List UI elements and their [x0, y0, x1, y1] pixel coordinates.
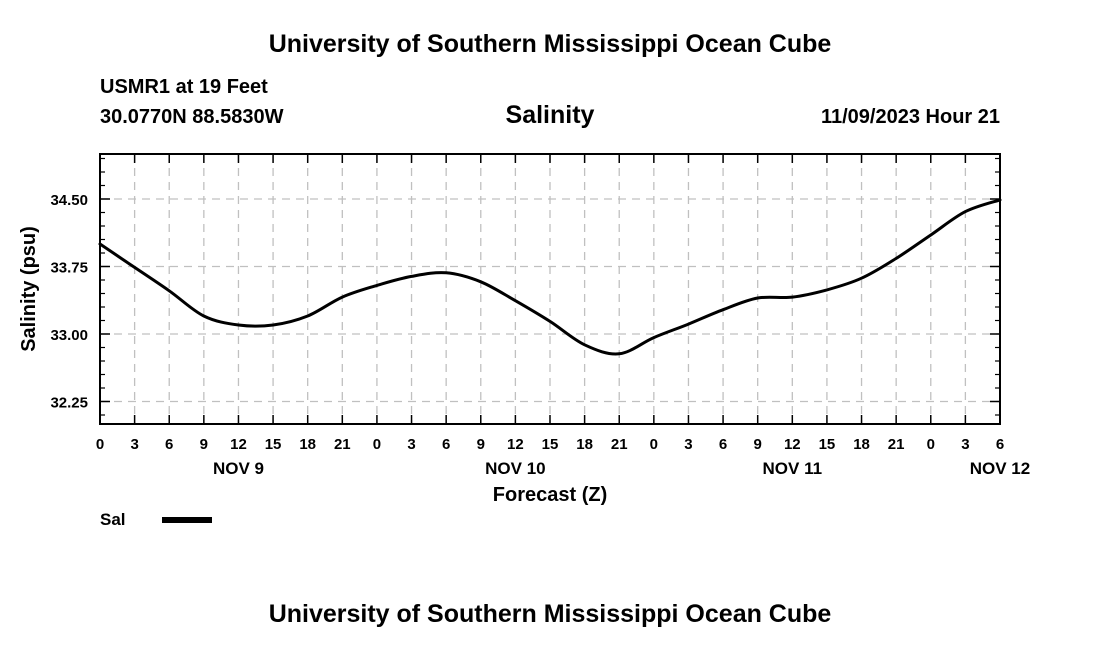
x-tick-label: 9	[200, 436, 208, 453]
x-tick-label: 18	[853, 436, 870, 453]
legend-swatch-sal	[162, 517, 212, 523]
x-tick-label: 6	[719, 436, 727, 453]
y-tick-label: 33.00	[50, 327, 88, 344]
x-tick-label: 21	[334, 436, 351, 453]
x-tick-label: 18	[299, 436, 316, 453]
grid-lines	[100, 154, 1000, 424]
x-tick-label: 9	[754, 436, 762, 453]
x-tick-label: 12	[230, 436, 247, 453]
plot-frame	[99, 153, 1001, 425]
series-line-sal	[98, 198, 1002, 356]
x-tick-label: 21	[611, 436, 628, 453]
page-title: University of Southern Mississippi Ocean…	[268, 30, 832, 58]
x-tick-label: 12	[507, 436, 524, 453]
x-tick-label: 6	[165, 436, 173, 453]
x-tick-label: 6	[996, 436, 1004, 453]
x-tick-label: 3	[130, 436, 138, 453]
x-tick-label: 9	[477, 436, 485, 453]
legend-label: Sal	[100, 510, 126, 529]
x-tick-label: 3	[684, 436, 692, 453]
parameter-title: Salinity	[505, 101, 595, 129]
y-axis-title: Salinity (psu)	[18, 226, 40, 352]
x-date-label: NOV 12	[970, 459, 1030, 478]
x-tick-label: 0	[373, 436, 381, 453]
axis-labels: 0 3 6 9 12 15 18 21 0 3 6 9 12 15 18 21 0 3 6 9 12 15 18 21 0 3 6 N…	[50, 192, 1030, 478]
forecast-datetime: 11/09/2023 Hour 21	[820, 106, 1000, 128]
x-tick-label: 15	[265, 436, 282, 453]
x-date-label: NOV 9	[213, 459, 264, 478]
x-tick-label: 12	[784, 436, 801, 453]
x-tick-label: 3	[961, 436, 969, 453]
x-axis-title: Forecast (Z)	[493, 484, 607, 506]
station-coordinates: 30.0770N 88.5830W	[100, 106, 284, 128]
x-tick-label: 0	[650, 436, 658, 453]
x-tick-label: 3	[407, 436, 415, 453]
station-label: USMR1 at 19 Feet	[100, 76, 268, 98]
footer-title: University of Southern Mississippi Ocean…	[268, 600, 832, 628]
x-tick-label: 15	[819, 436, 836, 453]
x-tick-label: 6	[442, 436, 450, 453]
x-date-label: NOV 11	[763, 459, 823, 478]
y-tick-label: 32.25	[50, 395, 88, 412]
x-tick-label: 18	[576, 436, 593, 453]
y-tick-label: 34.50	[50, 192, 88, 209]
x-tick-label: 0	[96, 436, 104, 453]
y-tick-label: 33.75	[50, 260, 88, 277]
x-tick-label: 15	[542, 436, 559, 453]
x-tick-label: 0	[927, 436, 935, 453]
x-tick-label: 21	[888, 436, 905, 453]
x-date-label: NOV 10	[485, 459, 545, 478]
